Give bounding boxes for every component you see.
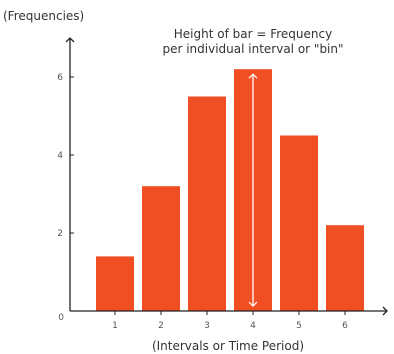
y-axis-title: (Frequencies) xyxy=(3,9,84,23)
y-tick-label-6: 6 xyxy=(57,73,63,83)
bar-5 xyxy=(280,135,318,311)
x-tick-label-2: 2 xyxy=(158,321,164,331)
bar-2 xyxy=(142,186,180,311)
y-tick-label-2: 2 xyxy=(57,229,63,239)
annotation-line-1: Height of bar = Frequency xyxy=(174,27,332,41)
annotation-line-2: per individual interval or "bin" xyxy=(162,42,343,56)
x-tick-label-3: 3 xyxy=(204,321,210,331)
x-tick-label-4: 4 xyxy=(250,321,256,331)
x-tick-label-1: 1 xyxy=(112,321,118,331)
x-tick-label-5: 5 xyxy=(296,321,302,331)
bar-3 xyxy=(188,96,226,311)
bars-group xyxy=(96,69,364,311)
x-tick-label-6: 6 xyxy=(342,321,348,331)
y-tick-label-4: 4 xyxy=(57,151,63,161)
bar-6 xyxy=(326,225,364,311)
bar-1 xyxy=(96,256,134,311)
ticks-group: 1 2 3 4 5 6 0 2 4 6 xyxy=(57,73,348,331)
y-tick-label-0: 0 xyxy=(58,313,64,323)
x-axis-title: (Intervals or Time Period) xyxy=(152,339,304,353)
